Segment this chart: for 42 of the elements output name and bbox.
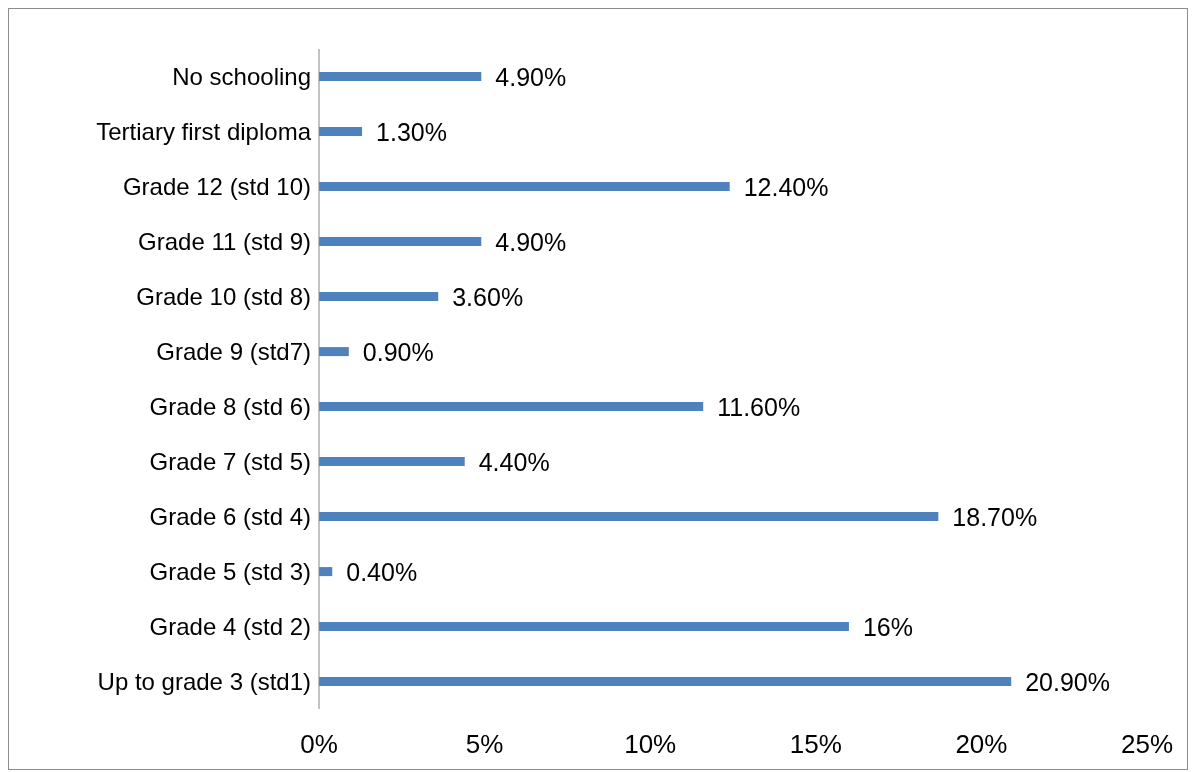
y-tick-label: Up to grade 3 (std1) [97, 668, 311, 696]
bar [319, 402, 704, 412]
y-tick-label: Grade 11 (std 9) [138, 228, 311, 256]
bar [319, 512, 939, 522]
y-tick-label: Grade 10 (std 8) [136, 283, 311, 311]
bar [319, 127, 363, 137]
bar [319, 347, 349, 357]
data-label: 18.70% [952, 502, 1038, 531]
data-label: 20.90% [1025, 667, 1110, 696]
x-tick-label: 25% [1120, 729, 1174, 760]
bar [319, 237, 482, 247]
y-tick-label: Grade 12 (std 10) [122, 173, 311, 201]
bar [319, 182, 730, 192]
y-tick-label: Grade 7 (std 5) [149, 448, 311, 476]
data-label: 0.90% [362, 337, 434, 366]
y-tick-label: Grade 4 (std 2) [149, 613, 311, 641]
y-tick-label: Grade 6 (std 4) [149, 503, 311, 531]
y-tick-label: Grade 8 (std 6) [149, 393, 311, 421]
y-tick-label: Grade 9 (std7) [156, 338, 311, 366]
bar [319, 677, 1012, 687]
y-tick-label: Grade 5 (std 3) [149, 558, 311, 586]
data-label: 3.60% [452, 282, 524, 311]
bar [319, 72, 482, 82]
data-label: 0.40% [346, 557, 418, 586]
x-tick-label: 0% [300, 729, 338, 760]
bar [319, 567, 333, 577]
data-label: 4.90% [495, 227, 567, 256]
bar [319, 622, 849, 632]
data-label: 4.90% [495, 62, 567, 91]
data-label: 1.30% [376, 117, 447, 146]
x-tick-label: 20% [955, 729, 1008, 760]
bar [319, 292, 439, 302]
data-label: 12.40% [743, 172, 829, 201]
x-tick-label: 15% [789, 729, 842, 760]
data-label: 16% [862, 612, 913, 641]
data-label: 4.40% [478, 447, 550, 476]
y-tick-label: No schooling [172, 63, 311, 91]
bar [319, 457, 465, 467]
x-tick-label: 10% [624, 729, 677, 760]
data-label: 11.60% [717, 392, 801, 421]
y-tick-label: Tertiary first diploma [96, 118, 312, 146]
x-tick-label: 5% [465, 729, 504, 760]
